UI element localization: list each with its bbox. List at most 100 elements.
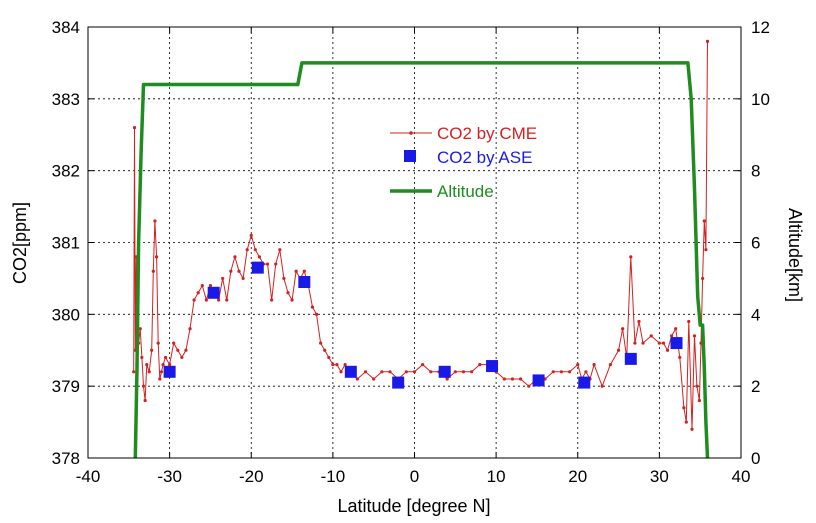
cme-point bbox=[445, 377, 449, 381]
cme-point bbox=[702, 219, 706, 223]
altitude-line bbox=[133, 61, 710, 459]
cme-point bbox=[147, 370, 151, 374]
x-tick-label: 0 bbox=[410, 467, 419, 486]
y-tick-label: 378 bbox=[52, 449, 80, 468]
cme-point bbox=[608, 363, 613, 367]
y2-tick-label: 4 bbox=[751, 305, 760, 324]
cme-point bbox=[217, 298, 221, 302]
cme-point bbox=[343, 363, 347, 367]
cme-point bbox=[265, 262, 270, 266]
cme-point bbox=[592, 363, 596, 367]
cme-point bbox=[274, 262, 278, 266]
legend-label-cme: CO2 by CME bbox=[437, 124, 537, 143]
cme-point bbox=[701, 276, 705, 281]
cme-point bbox=[140, 355, 144, 360]
cme-point bbox=[704, 248, 708, 252]
ase-point bbox=[532, 374, 545, 387]
x-axis-title: Latitude [degree N] bbox=[337, 496, 490, 516]
legend-item-ase: CO2 by ASE bbox=[404, 148, 532, 167]
ase-point bbox=[207, 286, 220, 299]
cme-point bbox=[661, 341, 666, 345]
ase-point bbox=[670, 337, 683, 350]
cme-point bbox=[257, 255, 262, 259]
cme-point bbox=[270, 298, 274, 302]
x-tick-label: -10 bbox=[321, 467, 346, 486]
y2-tick-label: 10 bbox=[751, 90, 770, 109]
cme-point bbox=[478, 363, 482, 367]
ticks bbox=[87, 26, 742, 459]
cme-point bbox=[695, 384, 699, 388]
y-tick-label: 383 bbox=[52, 90, 80, 109]
cme-point bbox=[421, 363, 425, 367]
cme-point bbox=[335, 363, 339, 367]
cme-point bbox=[143, 398, 147, 403]
cme-point bbox=[154, 255, 159, 259]
legend: CO2 by CME CO2 by ASE Altitude bbox=[390, 124, 537, 201]
cme-point bbox=[429, 370, 433, 374]
y2-tick-label: 12 bbox=[751, 18, 770, 37]
cme-point bbox=[331, 363, 335, 367]
cme-point bbox=[253, 248, 257, 252]
y-tick-label: 379 bbox=[52, 377, 80, 396]
cme-point bbox=[200, 284, 204, 288]
y-tick-label: 380 bbox=[52, 305, 80, 324]
legend-item-cme: CO2 by CME bbox=[390, 124, 537, 143]
cme-point bbox=[665, 348, 670, 352]
legend-label-altitude: Altitude bbox=[437, 182, 494, 201]
cme-point bbox=[502, 377, 506, 381]
cme-point bbox=[294, 269, 298, 273]
x-tick-label: -40 bbox=[76, 467, 101, 486]
y-tick-label: 384 bbox=[52, 18, 80, 37]
cme-point bbox=[637, 319, 641, 324]
cme-point bbox=[282, 276, 286, 281]
cme-point bbox=[184, 348, 188, 352]
cme-point bbox=[319, 341, 323, 345]
cme-point bbox=[697, 398, 701, 403]
cme-point bbox=[302, 269, 306, 273]
series-co2-by-ase bbox=[163, 261, 683, 389]
cme-point bbox=[616, 348, 621, 352]
cme-point bbox=[151, 269, 155, 273]
cme-point bbox=[163, 355, 168, 360]
cme-point bbox=[225, 298, 229, 302]
cme-point bbox=[168, 363, 172, 367]
ase-point bbox=[344, 365, 357, 378]
cme-point bbox=[657, 341, 661, 345]
series-co2-by-cme bbox=[132, 39, 710, 431]
cme-point bbox=[221, 276, 225, 281]
cme-point bbox=[180, 355, 184, 360]
cme-point bbox=[145, 363, 149, 367]
y2-axis-title: Altitude[km] bbox=[785, 208, 805, 302]
cme-point bbox=[249, 233, 253, 237]
legend-dot-cme bbox=[409, 131, 413, 135]
y-tick-labels: 378 379 380 381 382 383 384 bbox=[52, 18, 80, 468]
cme-point bbox=[314, 312, 319, 316]
y-tick-label: 381 bbox=[52, 234, 80, 253]
cme-point bbox=[241, 276, 245, 281]
cme-point bbox=[559, 370, 564, 374]
ase-point bbox=[438, 365, 451, 378]
cme-point bbox=[237, 269, 241, 273]
cme-point bbox=[245, 248, 249, 252]
cme-point bbox=[692, 334, 697, 338]
cme-point bbox=[690, 427, 694, 431]
x-tick-label: -30 bbox=[157, 467, 182, 486]
cme-point bbox=[327, 355, 331, 360]
cme-point bbox=[310, 305, 315, 309]
cme-point bbox=[670, 334, 674, 338]
cme-point bbox=[161, 363, 165, 367]
cme-point bbox=[404, 370, 408, 374]
x-tick-label: 20 bbox=[568, 467, 587, 486]
y2-tick-label: 2 bbox=[751, 377, 760, 396]
legend-item-altitude: Altitude bbox=[390, 182, 494, 201]
cme-point bbox=[453, 370, 457, 374]
x-tick-labels: -40 -30 -20 -10 0 10 20 30 40 bbox=[76, 467, 751, 486]
cme-point bbox=[461, 370, 466, 374]
ase-point bbox=[298, 276, 311, 289]
legend-label-ase: CO2 by ASE bbox=[437, 148, 532, 167]
cme-point bbox=[527, 384, 531, 388]
cme-point bbox=[567, 370, 572, 374]
cme-point bbox=[229, 269, 233, 273]
ase-point bbox=[624, 352, 637, 365]
